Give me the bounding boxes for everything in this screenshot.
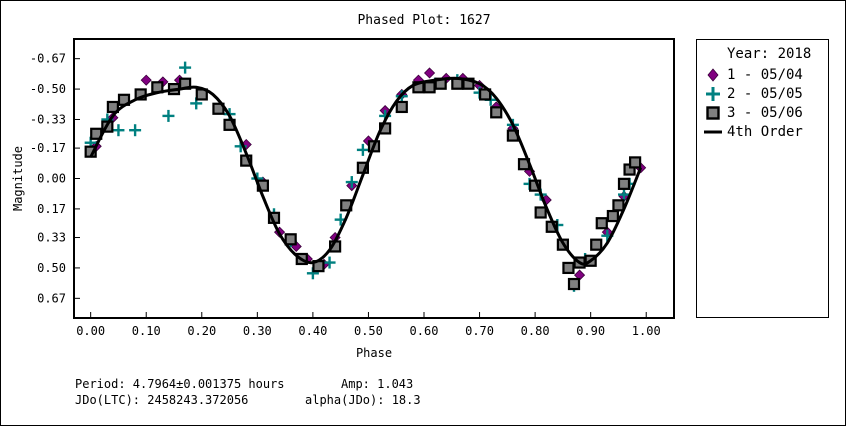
data-point — [345, 176, 358, 189]
square-marker-icon — [706, 106, 720, 120]
x-tick-label: 0.00 — [76, 324, 105, 338]
data-point — [567, 277, 581, 291]
alpha-text: alpha(JDo): 18.3 — [305, 393, 421, 407]
data-point — [395, 100, 408, 114]
x-axis-label: Phase — [356, 346, 392, 360]
diamond-marker-icon — [707, 68, 719, 82]
jdo-text: JDo(LTC): 2458243.372056 — [75, 393, 249, 407]
data-point — [562, 261, 575, 275]
y-tick-label: -0.33 — [30, 112, 66, 126]
data-point — [423, 81, 436, 94]
legend-label: 3 - 05/06 — [727, 105, 803, 121]
x-tick-label: 0.60 — [410, 324, 439, 338]
chart-title: Phased Plot: 1627 — [357, 13, 490, 28]
x-tick-label: 0.50 — [354, 324, 383, 338]
line-marker-icon — [704, 130, 722, 134]
legend-label: 1 - 05/04 — [727, 67, 803, 83]
data-point — [612, 199, 625, 212]
y-axis-label: Magnitude — [11, 146, 25, 211]
x-tick-label: 0.70 — [465, 324, 494, 338]
data-point — [534, 206, 547, 219]
x-tick-label: 0.90 — [576, 324, 605, 338]
y-tick-label: -0.50 — [30, 82, 66, 96]
plus-marker-icon — [706, 87, 720, 101]
y-tick-label: -0.17 — [30, 141, 66, 155]
x-tick-label: 0.20 — [187, 324, 216, 338]
x-tick-label: 0.80 — [521, 324, 550, 338]
data-point — [356, 143, 369, 156]
legend-label: 2 - 05/05 — [727, 86, 803, 102]
x-tick-label: 0.10 — [132, 324, 161, 338]
data-point — [629, 156, 642, 169]
data-point — [129, 124, 142, 137]
y-tick-label: 0.00 — [37, 172, 66, 186]
period-text: Period: 4.7964±0.001375 hours — [75, 377, 285, 391]
data-point — [112, 124, 125, 137]
legend-label: 4th Order — [727, 124, 803, 140]
data-point — [423, 67, 436, 79]
x-tick-label: 1.00 — [632, 324, 661, 338]
y-tick-label: 0.33 — [37, 231, 66, 245]
data-point — [606, 209, 619, 223]
data-point — [451, 77, 464, 90]
data-point — [323, 256, 336, 269]
data-point — [284, 233, 297, 246]
x-tick-label: 0.40 — [298, 324, 327, 338]
data-point — [617, 177, 631, 190]
x-tick-label: 0.30 — [243, 324, 272, 338]
data-point — [590, 238, 603, 251]
legend: Year: 2018 1 - 05/04 2 - 05/05 3 - 05/06 — [696, 39, 829, 318]
y-tick-label: -0.67 — [30, 52, 66, 66]
data-point — [162, 109, 175, 122]
y-tick-label: 0.50 — [37, 261, 66, 275]
legend-title: Year: 2018 — [727, 46, 812, 62]
amplitude-text: Amp: 1.043 — [341, 377, 414, 391]
data-point — [490, 106, 503, 119]
data-point — [595, 217, 608, 230]
data-point — [179, 61, 192, 74]
y-tick-label: 0.17 — [37, 202, 66, 216]
data-point — [106, 100, 119, 114]
data-point — [479, 88, 492, 101]
fit-curve-4 — [89, 76, 643, 266]
data-point — [140, 74, 152, 86]
y-tick-label: 0.67 — [37, 291, 66, 305]
data-point — [618, 188, 630, 201]
